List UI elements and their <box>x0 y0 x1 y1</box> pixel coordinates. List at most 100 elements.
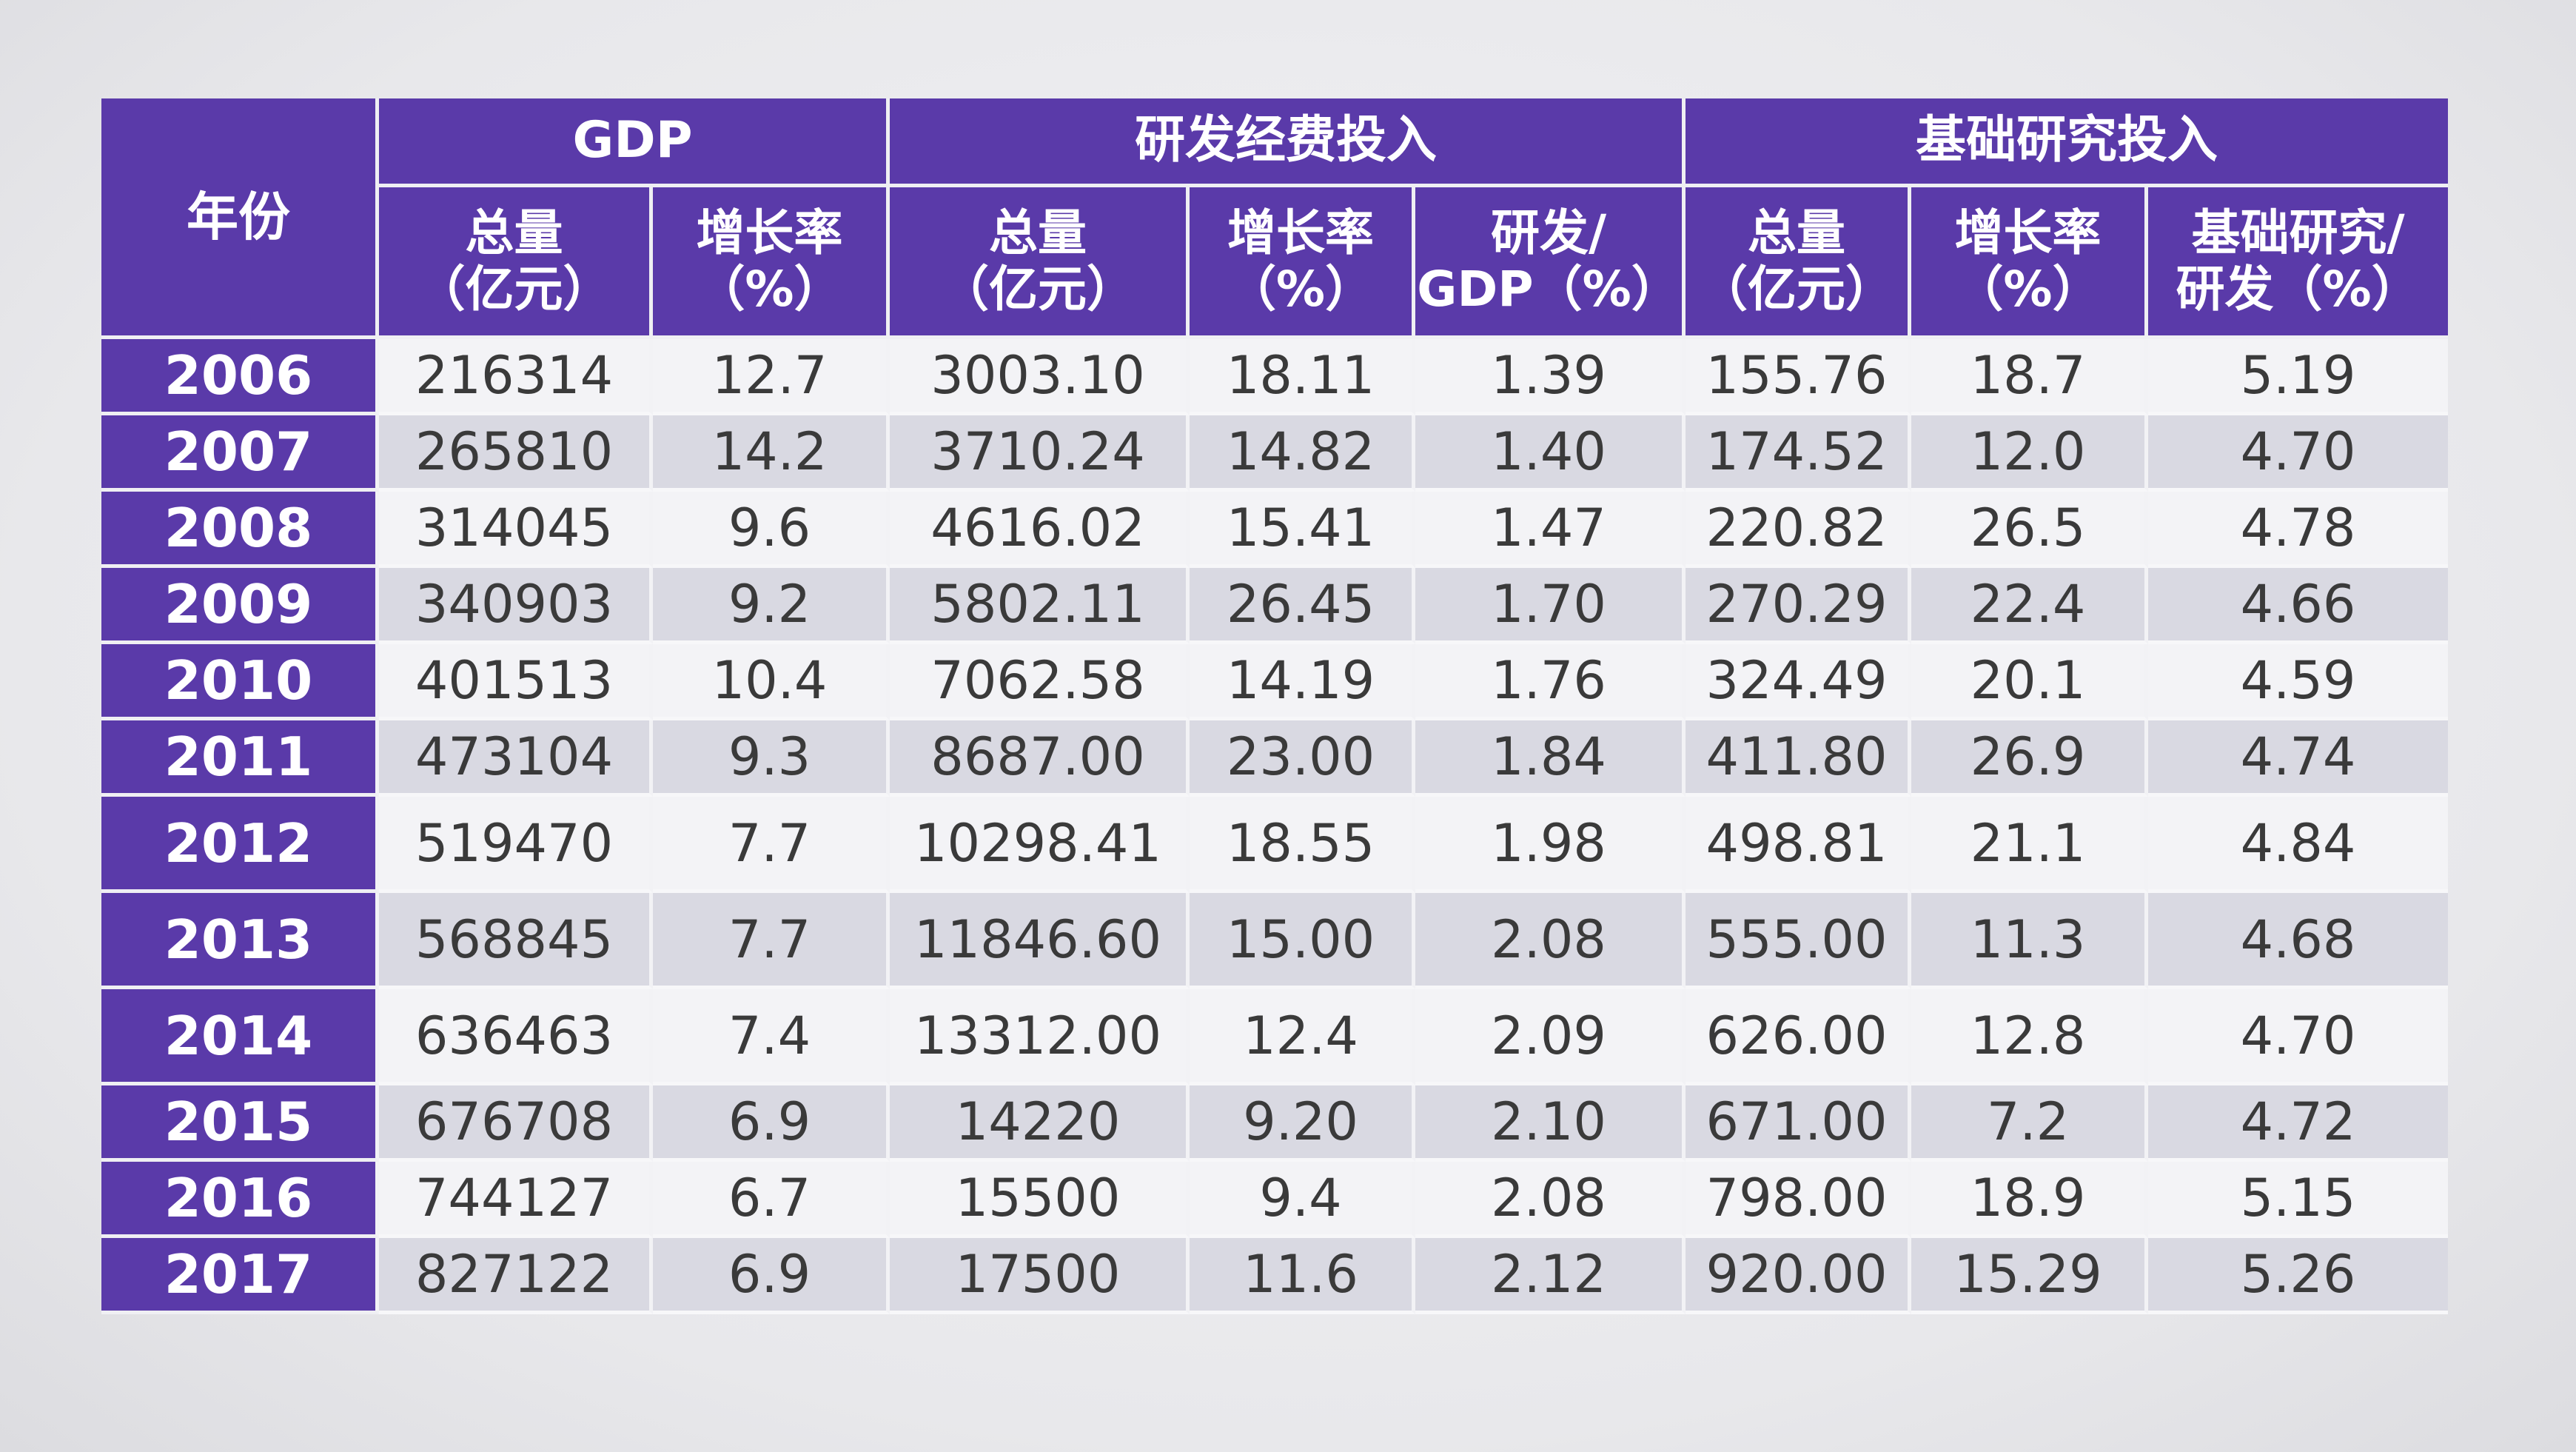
rd-total-cell: 14220 <box>890 1085 1190 1162</box>
basic-total-cell: 270.29 <box>1686 568 1912 644</box>
basic-total-cell: 498.81 <box>1686 797 1912 893</box>
gdp-rate-cell: 9.6 <box>653 492 890 568</box>
year-cell: 2017 <box>101 1238 379 1314</box>
rd-rate-cell: 14.82 <box>1190 415 1416 492</box>
basic-rate-cell: 21.1 <box>1911 797 2149 893</box>
rd-total-cell: 10298.41 <box>890 797 1190 893</box>
basic-rate-cell: 26.5 <box>1911 492 2149 568</box>
basic-rate-cell: 18.7 <box>1911 339 2149 415</box>
gdp-total-cell: 676708 <box>379 1085 653 1162</box>
rd-gdp-ratio-cell: 2.08 <box>1415 1162 1686 1238</box>
table-row: 2013 568845 7.7 11846.60 15.00 2.08 555.00 11.3… <box>101 893 2449 989</box>
gdp-total-cell: 744127 <box>379 1162 653 1238</box>
rd-rate-cell: 26.45 <box>1190 568 1416 644</box>
rd-gdp-ratio-header: 研发/GDP（%） <box>1415 187 1686 339</box>
rd-rate-cell: 12.4 <box>1190 989 1416 1085</box>
year-cell: 2010 <box>101 644 379 720</box>
basic-rate-cell: 15.29 <box>1911 1238 2149 1314</box>
table-row: 2009 340903 9.2 5802.11 26.45 1.70 270.29 22.4 4… <box>101 568 2449 644</box>
basic-share-cell: 4.70 <box>2148 415 2449 492</box>
basic-share-cell: 4.74 <box>2148 720 2449 797</box>
rd-total-cell: 3003.10 <box>890 339 1190 415</box>
table-row: 2017 827122 6.9 17500 11.6 2.12 920.00 15.29 5.2… <box>101 1238 2449 1314</box>
basic-total-cell: 798.00 <box>1686 1162 1912 1238</box>
rd-rate-cell: 18.11 <box>1190 339 1416 415</box>
year-cell: 2013 <box>101 893 379 989</box>
rd-rate-cell: 9.4 <box>1190 1162 1416 1238</box>
year-cell: 2007 <box>101 415 379 492</box>
gdp-rate-cell: 9.3 <box>653 720 890 797</box>
basic-share-cell: 4.84 <box>2148 797 2449 893</box>
basic-share-cell: 4.59 <box>2148 644 2449 720</box>
basic-total-cell: 626.00 <box>1686 989 1912 1085</box>
basic-share-cell: 5.19 <box>2148 339 2449 415</box>
gdp-rate-cell: 6.7 <box>653 1162 890 1238</box>
rd-rate-cell: 11.6 <box>1190 1238 1416 1314</box>
gdp-rate-cell: 7.4 <box>653 989 890 1085</box>
gdp-rate-cell: 6.9 <box>653 1238 890 1314</box>
year-cell: 2008 <box>101 492 379 568</box>
table-row: 2008 314045 9.6 4616.02 15.41 1.47 220.82 26.5 4… <box>101 492 2449 568</box>
rd-total-cell: 15500 <box>890 1162 1190 1238</box>
basic-total-cell: 671.00 <box>1686 1085 1912 1162</box>
table-row: 2012 519470 7.7 10298.41 18.55 1.98 498.81 21.1… <box>101 797 2449 893</box>
rd-total-header: 总量 （亿元） <box>890 187 1190 339</box>
gdp-rate-cell: 7.7 <box>653 797 890 893</box>
rd-rate-cell: 14.19 <box>1190 644 1416 720</box>
table-row: 2006 216314 12.7 3003.10 18.11 1.39 155.76 18.7… <box>101 339 2449 415</box>
rd-group-header: 研发经费投入 <box>890 98 1686 187</box>
table-row: 2015 676708 6.9 14220 9.20 2.10 671.00 7.2 4.72 <box>101 1085 2449 1162</box>
basic-share-cell: 5.15 <box>2148 1162 2449 1238</box>
gdp-total-cell: 568845 <box>379 893 653 989</box>
rd-gdp-ratio-cell: 1.70 <box>1415 568 1686 644</box>
gdp-total-cell: 340903 <box>379 568 653 644</box>
table-row: 2010 401513 10.4 7062.58 14.19 1.76 324.49 20.1… <box>101 644 2449 720</box>
rd-gdp-ratio-cell: 1.76 <box>1415 644 1686 720</box>
basic-total-cell: 411.80 <box>1686 720 1912 797</box>
basic-rate-cell: 20.1 <box>1911 644 2149 720</box>
basic-total-header: 总量 （亿元） <box>1686 187 1912 339</box>
gdp-total-cell: 519470 <box>379 797 653 893</box>
rd-total-cell: 11846.60 <box>890 893 1190 989</box>
gdp-total-header: 总量 （亿元） <box>379 187 653 339</box>
basic-rate-cell: 22.4 <box>1911 568 2149 644</box>
year-cell: 2015 <box>101 1085 379 1162</box>
gdp-rate-cell: 10.4 <box>653 644 890 720</box>
basic-share-cell: 4.66 <box>2148 568 2449 644</box>
table-row: 2007 265810 14.2 3710.24 14.82 1.40 174.52 12.0… <box>101 415 2449 492</box>
rd-rate-cell: 15.00 <box>1190 893 1416 989</box>
rd-total-cell: 4616.02 <box>890 492 1190 568</box>
year-cell: 2009 <box>101 568 379 644</box>
rd-gdp-ratio-cell: 2.09 <box>1415 989 1686 1085</box>
rd-rate-header: 增长率 （%） <box>1190 187 1416 339</box>
gdp-total-cell: 827122 <box>379 1238 653 1314</box>
basic-share-cell: 4.72 <box>2148 1085 2449 1162</box>
basic-total-cell: 220.82 <box>1686 492 1912 568</box>
rd-total-cell: 13312.00 <box>890 989 1190 1085</box>
year-cell: 2016 <box>101 1162 379 1238</box>
rd-total-cell: 3710.24 <box>890 415 1190 492</box>
basic-total-cell: 555.00 <box>1686 893 1912 989</box>
rd-gdp-ratio-cell: 1.98 <box>1415 797 1686 893</box>
gdp-total-cell: 401513 <box>379 644 653 720</box>
gdp-total-cell: 314045 <box>379 492 653 568</box>
rd-gdp-ratio-cell: 1.84 <box>1415 720 1686 797</box>
basic-rate-cell: 12.8 <box>1911 989 2149 1085</box>
year-cell: 2006 <box>101 339 379 415</box>
gdp-rate-cell: 7.7 <box>653 893 890 989</box>
rd-gdp-ratio-cell: 2.10 <box>1415 1085 1686 1162</box>
rd-total-cell: 5802.11 <box>890 568 1190 644</box>
rd-total-cell: 7062.58 <box>890 644 1190 720</box>
rd-gdp-ratio-cell: 1.47 <box>1415 492 1686 568</box>
gdp-rate-cell: 12.7 <box>653 339 890 415</box>
rd-gdp-ratio-cell: 1.40 <box>1415 415 1686 492</box>
basic-research-group-header: 基础研究投入 <box>1686 98 2449 187</box>
gdp-total-cell: 265810 <box>379 415 653 492</box>
basic-total-cell: 324.49 <box>1686 644 1912 720</box>
year-cell: 2014 <box>101 989 379 1085</box>
rd-rate-cell: 15.41 <box>1190 492 1416 568</box>
rd-gdp-ratio-cell: 1.39 <box>1415 339 1686 415</box>
gdp-total-cell: 636463 <box>379 989 653 1085</box>
year-cell: 2012 <box>101 797 379 893</box>
gdp-total-cell: 473104 <box>379 720 653 797</box>
